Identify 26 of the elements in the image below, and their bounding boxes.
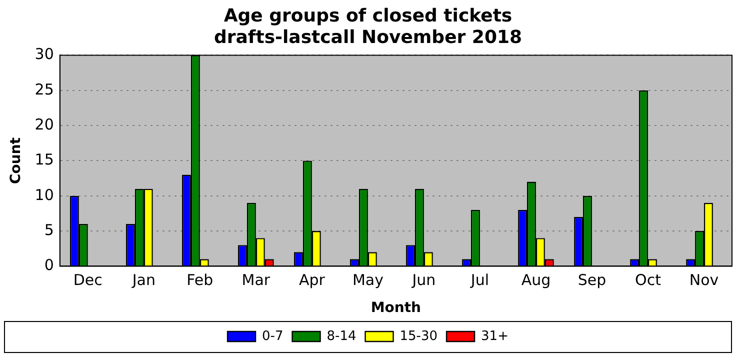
legend-label: 0-7 bbox=[262, 328, 284, 344]
y-tick-label: 25 bbox=[34, 80, 54, 98]
chart-title: Age groups of closed tickets drafts-lastcall November 2018 bbox=[214, 5, 522, 48]
y-tick-label: 0 bbox=[44, 256, 54, 274]
x-tick-label: Feb bbox=[186, 271, 214, 290]
legend-label: 31+ bbox=[481, 328, 508, 344]
x-tick-label: Apr bbox=[298, 271, 326, 290]
x-tick-label: Nov bbox=[689, 271, 719, 290]
x-tick-label: Jun bbox=[411, 271, 436, 290]
y-tick-label: 20 bbox=[34, 115, 54, 134]
x-tick-label: Aug bbox=[521, 271, 551, 290]
legend-label: 15-30 bbox=[400, 328, 438, 344]
x-tick-label: Mar bbox=[242, 271, 271, 290]
y-tick-label: 5 bbox=[44, 220, 54, 239]
legend-label: 8-14 bbox=[326, 328, 356, 344]
x-tick-label: Sep bbox=[578, 271, 606, 290]
x-tick-label: Jul bbox=[470, 271, 490, 290]
y-tick-label: 15 bbox=[34, 150, 54, 169]
x-tick-label: Oct bbox=[635, 271, 662, 290]
y-tick-label: 30 bbox=[34, 45, 54, 64]
x-tick-label: Jan bbox=[131, 271, 156, 290]
y-tick-label: 10 bbox=[34, 186, 54, 204]
x-tick-label: May bbox=[352, 271, 384, 290]
x-tick-label: Dec bbox=[73, 271, 102, 290]
y-axis-title: Count bbox=[8, 137, 24, 184]
x-axis-title: Month bbox=[370, 300, 422, 316]
